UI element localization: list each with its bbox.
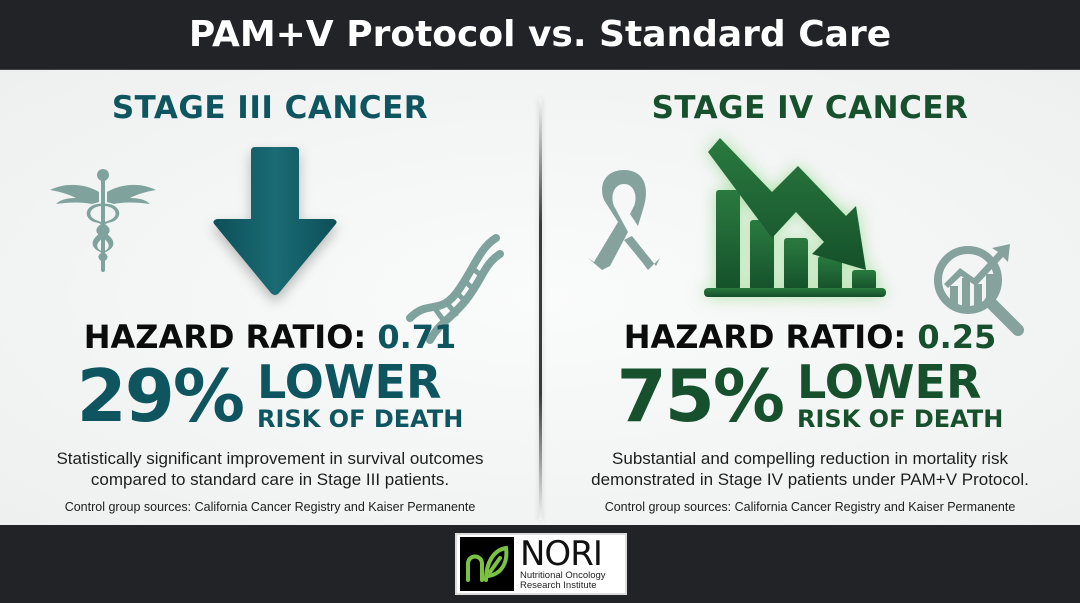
dna-icon: [400, 228, 510, 352]
hazard-value: 0.71: [377, 318, 457, 356]
risk-of-death-label: RISK OF DEATH: [797, 405, 1004, 433]
stage-iv-description: Substantial and compelling reduction in …: [560, 448, 1060, 490]
caduceus-icon: [48, 162, 158, 278]
hazard-label: HAZARD RATIO:: [623, 318, 907, 356]
stage-iii-risk-reduction: 29% LOWER RISK OF DEATH: [0, 358, 540, 434]
stage-iii-title: STAGE III CANCER: [111, 90, 429, 126]
logo-name: NORI: [520, 534, 603, 574]
hazard-value: 0.25: [917, 318, 997, 356]
lower-label: LOWER: [797, 355, 982, 409]
comparison-area: STAGE III CANCER: [0, 70, 1080, 525]
down-arrow-icon: [205, 147, 345, 306]
stage-iv-hazard-ratio: HAZARD RATIO: 0.25: [540, 318, 1080, 356]
description-line: Substantial and compelling reduction in …: [612, 449, 1008, 468]
header-banner: PAM+V Protocol vs. Standard Care: [0, 0, 1080, 70]
stage-iv-panel: STAGE IV CANCER: [540, 70, 1080, 525]
stage-iii-hazard-ratio: HAZARD RATIO: 0.71: [0, 318, 540, 356]
page-title: PAM+V Protocol vs. Standard Care: [188, 14, 892, 55]
stage-iv-risk-reduction: 75% LOWER RISK OF DEATH: [540, 358, 1080, 434]
description-line: compared to standard care in Stage III p…: [90, 470, 450, 489]
stage-iii-description: Statistically significant improvement in…: [20, 448, 520, 490]
magnifier-analytics-icon: [930, 238, 1030, 342]
logo-subtitle-line: Nutritional Oncology: [520, 570, 606, 581]
stage-iv-title: STAGE IV CANCER: [651, 90, 969, 126]
panel-divider: [539, 98, 542, 520]
lower-label: LOWER: [257, 355, 442, 409]
risk-of-death-label: RISK OF DEATH: [257, 405, 464, 433]
risk-reduction-percent: 29%: [76, 354, 245, 438]
logo-subtitle-line: Research Institute: [520, 580, 597, 591]
risk-reduction-percent: 75%: [616, 354, 785, 438]
stage-iii-source: Control group sources: California Cancer…: [64, 500, 476, 514]
stage-iii-panel: STAGE III CANCER: [0, 70, 540, 525]
declining-bar-chart-icon: [700, 134, 900, 313]
description-line: demonstrated in Stage IV patients under …: [591, 470, 1029, 489]
footer-bar: NORI Nutritional Oncology Research Insti…: [0, 525, 1080, 603]
awareness-ribbon-icon: [584, 166, 664, 280]
nori-logo: NORI Nutritional Oncology Research Insti…: [455, 533, 627, 595]
hazard-label: HAZARD RATIO:: [83, 318, 367, 356]
stage-iv-source: Control group sources: California Cancer…: [604, 500, 1016, 514]
leaf-logo-icon: [460, 537, 514, 591]
description-line: Statistically significant improvement in…: [56, 449, 484, 468]
